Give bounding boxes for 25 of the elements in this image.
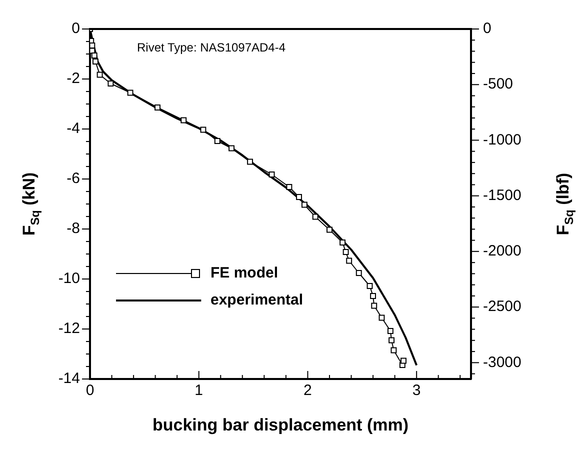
y-tick-label: -2 — [66, 70, 80, 88]
y-axis-title: FSq (kN) — [20, 172, 42, 236]
x-tick-label: 3 — [412, 382, 421, 400]
y-tick-label: -14 — [58, 370, 80, 388]
y2-tick-label: -3000 — [483, 354, 522, 371]
y-tick-label: -6 — [66, 170, 80, 188]
x-axis-title: bucking bar displacement (mm) — [152, 416, 408, 435]
x-tick-label: 1 — [194, 382, 204, 400]
y2-tick-label: -2500 — [483, 298, 522, 316]
annotation: Rivet Type: NAS1097AD4-4 — [137, 40, 286, 54]
legend-label: FE model — [210, 264, 278, 282]
y-tick-label: -8 — [66, 220, 80, 238]
x-tick-label: 0 — [86, 382, 94, 400]
y2-tick-label: 0 — [483, 20, 492, 38]
y2-tick-label: -1500 — [483, 186, 522, 204]
y2-tick-label: -2000 — [483, 242, 522, 260]
x-tick-label: 2 — [304, 382, 312, 400]
legend-label: experimental — [210, 292, 304, 309]
y-tick-label: -4 — [66, 120, 80, 138]
y2-tick-label: -1000 — [483, 131, 522, 148]
y2-tick-label: -500 — [483, 76, 514, 93]
y-tick-label: 0 — [72, 20, 80, 38]
y2-axis-title: FSq (lbf) — [554, 172, 576, 236]
y-tick-label: -12 — [58, 320, 80, 338]
y-tick-label: -10 — [58, 270, 80, 288]
